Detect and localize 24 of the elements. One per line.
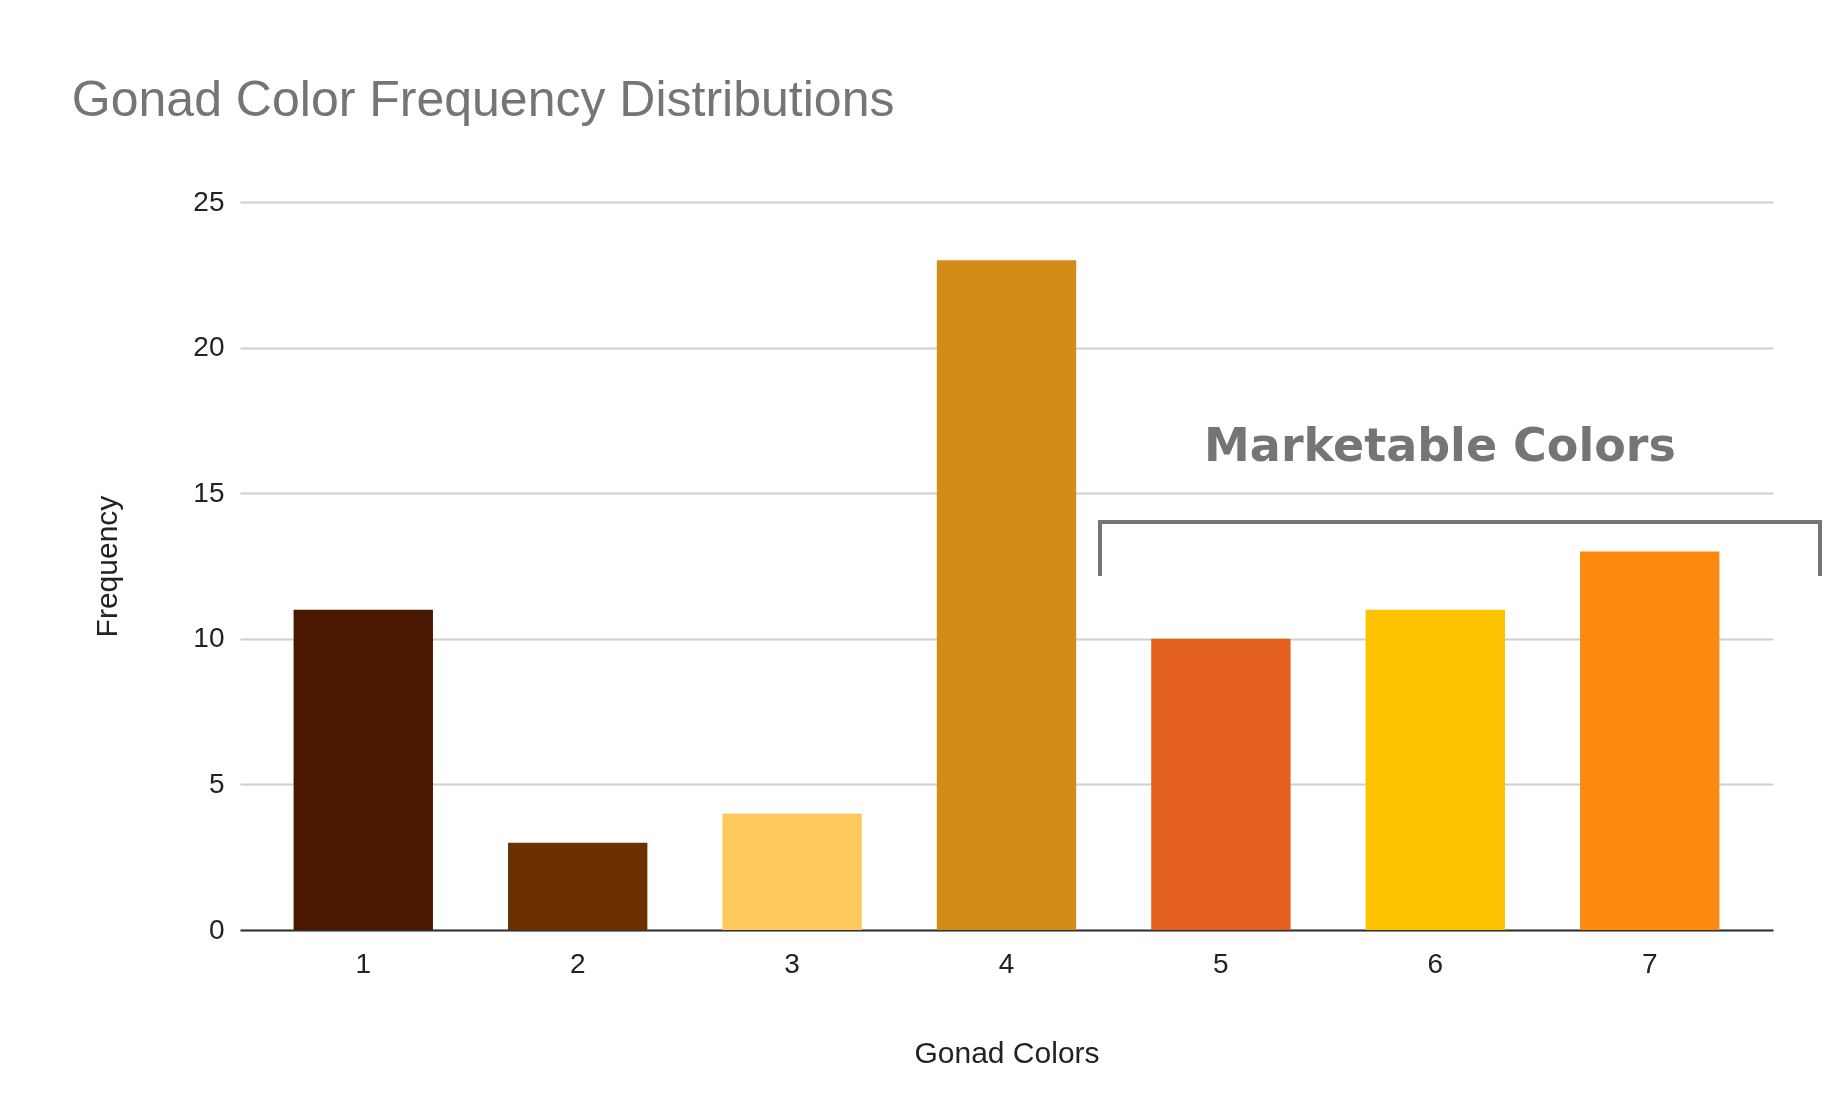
bar xyxy=(1365,609,1505,930)
bar xyxy=(1151,638,1291,930)
x-tick-label: 3 xyxy=(784,947,800,979)
x-tick-label: 6 xyxy=(1427,947,1444,979)
x-tick-label: 1 xyxy=(355,947,372,979)
bar xyxy=(293,609,433,930)
y-tick-label: 10 xyxy=(193,622,225,654)
bar xyxy=(722,813,862,930)
x-tick-label: 7 xyxy=(1641,947,1658,979)
y-tick-label: 5 xyxy=(208,767,225,799)
y-axis-title: Frequency xyxy=(90,495,124,638)
x-axis-title: Gonad Colors xyxy=(914,1035,1100,1069)
y-tick-label: 25 xyxy=(193,185,225,217)
y-tick-label: 0 xyxy=(208,913,225,945)
chart-title: Gonad Color Frequency Distributions xyxy=(71,71,895,127)
bar xyxy=(508,842,648,930)
x-tick-label: 2 xyxy=(569,947,586,979)
y-tick-label: 15 xyxy=(193,476,225,508)
bar xyxy=(1580,551,1720,930)
bar xyxy=(936,260,1077,930)
x-tick-label: 5 xyxy=(1213,947,1229,979)
y-tick-label: 20 xyxy=(193,331,225,363)
x-tick-label: 4 xyxy=(998,947,1015,979)
annotation: Marketable Colors xyxy=(1203,418,1677,472)
